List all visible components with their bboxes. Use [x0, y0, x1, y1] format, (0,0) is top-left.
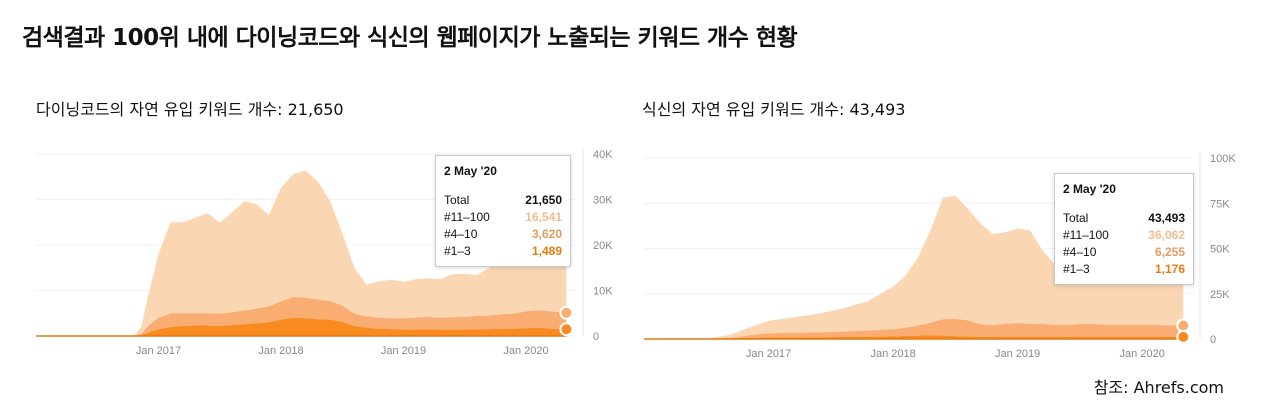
tooltip-row-total: Total 43,493	[1063, 210, 1185, 227]
area-series-4-10	[36, 296, 567, 336]
x-tick-label: Jan 2018	[870, 348, 915, 360]
y-tick-label: 75K	[1210, 198, 1230, 210]
end-point-marker	[1176, 318, 1191, 333]
end-point-marker	[1176, 329, 1191, 344]
y-tick-label: 0	[593, 331, 599, 343]
tooltip-label: #1–3	[1063, 262, 1090, 276]
tooltip-label: Total	[444, 193, 470, 207]
tooltip-value: 16,541	[525, 210, 562, 224]
tooltip-value: 43,493	[1148, 211, 1185, 225]
tooltip-label: #1–3	[444, 244, 471, 258]
right-tooltip: 2 May '20 Total 43,493 #11–100 36,062 #4…	[1054, 173, 1194, 285]
tooltip-row-11-100: #11–100 16,541	[444, 209, 562, 226]
tooltip-label: #11–100	[444, 210, 490, 224]
tooltip-value: 36,062	[1148, 228, 1185, 242]
area-series-11-100	[644, 196, 1184, 339]
end-point-marker	[559, 305, 574, 320]
right-area-chart: 0 25K 50K 75K 100K Jan 2017 Jan 2018 Jan 2019 Ja…	[644, 152, 1236, 360]
area-series-4-10	[644, 318, 1184, 339]
left-tooltip: 2 May '20 Total 21,650 #11–100 16,541 #4…	[435, 155, 571, 267]
tooltip-date: 2 May '20	[1063, 182, 1116, 196]
tooltip-row-11-100: #11–100 36,062	[1063, 227, 1185, 244]
main-title: 검색결과 100위 내에 다이닝코드와 식신의 웹페이지가 노출되는 키워드 개…	[22, 25, 798, 51]
y-tick-label: 10K	[593, 286, 613, 298]
end-point-marker	[559, 322, 574, 337]
left-area-chart: 0 10K 20K 30K 40K Jan 2017 Jan 2018 Jan 2019 Jan…	[36, 148, 613, 357]
left-chart-subtitle: 다이닝코드의 자연 유입 키워드 개수: 21,650	[36, 100, 344, 119]
y-tick-label: 50K	[1210, 244, 1230, 256]
tooltip-label: Total	[1063, 211, 1089, 225]
tooltip-row-1-3: #1–3 1,176	[1063, 261, 1185, 278]
tooltip-row-4-10: #4–10 3,620	[444, 226, 562, 243]
tooltip-label: #4–10	[444, 227, 478, 241]
x-tick-label: Jan 2017	[746, 348, 791, 360]
x-tick-label: Jan 2019	[995, 348, 1040, 360]
tooltip-label: #4–10	[1063, 245, 1097, 259]
tooltip-row-1-3: #1–3 1,489	[444, 243, 562, 260]
tooltip-date: 2 May '20	[444, 164, 497, 178]
y-tick-label: 100K	[1210, 153, 1236, 165]
y-tick-label: 0	[1210, 334, 1216, 346]
tooltip-value: 1,176	[1154, 262, 1185, 276]
y-tick-label: 30K	[593, 195, 613, 207]
tooltip-value: 21,650	[525, 193, 562, 207]
tooltip-row-total: Total 21,650	[444, 192, 562, 209]
x-tick-label: Jan 2019	[381, 345, 426, 357]
x-tick-label: Jan 2018	[258, 345, 303, 357]
tooltip-label: #11–100	[1063, 228, 1109, 242]
x-tick-label: Jan 2020	[503, 345, 548, 357]
y-tick-label: 20K	[593, 240, 613, 252]
area-series-1-3	[36, 317, 567, 336]
source-note: 참조: Ahrefs.com	[1093, 378, 1224, 397]
y-tick-label: 40K	[593, 149, 613, 161]
y-tick-label: 25K	[1210, 289, 1230, 301]
area-series-1-3	[644, 335, 1184, 339]
tooltip-value: 6,255	[1154, 245, 1185, 259]
tooltip-row-4-10: #4–10 6,255	[1063, 244, 1185, 261]
tooltip-value: 3,620	[531, 227, 562, 241]
x-tick-label: Jan 2017	[136, 345, 181, 357]
tooltip-value: 1,489	[531, 244, 562, 258]
area-series-11-100	[36, 170, 567, 336]
right-chart-subtitle: 식신의 자연 유입 키워드 개수: 43,493	[642, 100, 906, 119]
x-tick-label: Jan 2020	[1120, 348, 1165, 360]
